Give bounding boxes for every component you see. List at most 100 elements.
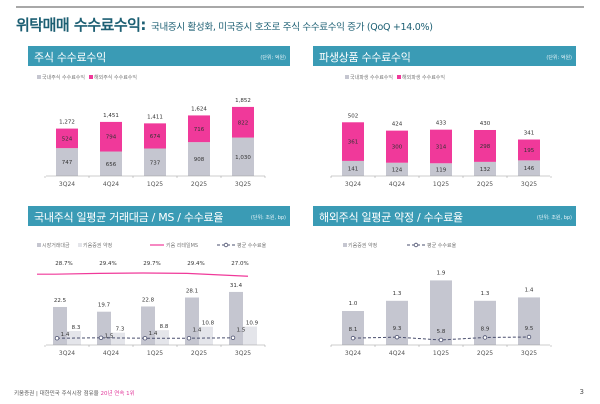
total-label: 341 xyxy=(524,131,535,137)
data-label: 141 xyxy=(348,166,359,172)
fee-label: 1.4 xyxy=(193,328,202,334)
bar-3Q24-overseas xyxy=(342,122,364,161)
fee-label: 1.5 xyxy=(105,334,114,340)
legend-label: 평균 수수료율 xyxy=(427,242,457,249)
data-label: 1.0 xyxy=(349,301,358,307)
bar-4Q24-kiwoom xyxy=(111,332,125,345)
data-label: 656 xyxy=(106,162,117,168)
data-label: 28.1 xyxy=(186,289,198,295)
data-label: 19.7 xyxy=(98,303,111,309)
legend-swatch xyxy=(37,75,41,79)
legend-marker xyxy=(223,242,229,248)
bar-1Q25-market xyxy=(141,306,155,345)
top-divider xyxy=(16,6,584,8)
legend-swatch xyxy=(37,243,41,247)
fee-point-4Q24 xyxy=(98,335,104,340)
title-main: 위탁매매 수수료수익: xyxy=(16,16,146,34)
data-label: 22.8 xyxy=(142,297,155,303)
bar-4Q24-overseas xyxy=(100,121,122,152)
fee-label: 1.5 xyxy=(237,328,246,334)
panel-unit: (단위: 억원) xyxy=(260,55,286,61)
data-label: 524 xyxy=(62,136,73,142)
data-label: 7.3 xyxy=(116,327,125,333)
data-label: 1,030 xyxy=(235,155,251,161)
x-tick-label: 3Q24 xyxy=(345,350,361,357)
x-tick-label: 3Q25 xyxy=(235,350,251,357)
legend-label: 키움증권 약정 xyxy=(348,242,377,249)
bar-1Q25-overseas xyxy=(144,123,166,149)
bar-3Q25-overseas xyxy=(232,106,254,138)
fee-label: 1.4 xyxy=(149,331,158,337)
bar-3Q24-domestic xyxy=(56,148,78,176)
legend-swatch xyxy=(78,243,82,247)
bar-4Q24-domestic xyxy=(100,151,122,176)
x-tick-label: 1Q25 xyxy=(147,181,163,188)
data-label: 119 xyxy=(436,168,447,174)
fee-label: 8.1 xyxy=(349,327,358,333)
data-label: 31.4 xyxy=(230,283,243,289)
bar-2Q25-domestic xyxy=(474,161,496,176)
fee-point-3Q25 xyxy=(230,335,236,340)
fee-label: 9.5 xyxy=(525,326,534,332)
x-tick-label: 2Q25 xyxy=(191,350,207,357)
legend-swatch xyxy=(343,243,347,247)
total-label: 1,624 xyxy=(191,106,207,112)
legend-swatch xyxy=(345,75,349,79)
total-label: 1,411 xyxy=(147,114,163,120)
panel-header-derivatives-fee: 파생상품 수수료수익 (단위: 억원) xyxy=(313,46,576,66)
total-label: 1,272 xyxy=(59,120,75,126)
bar-3Q24-overseas xyxy=(56,128,78,149)
panel-title: 주식 수수료수익 xyxy=(34,51,106,64)
x-tick-label: 4Q24 xyxy=(389,181,405,188)
bar-4Q24-kiwoom xyxy=(386,300,408,345)
bar-3Q25-overseas xyxy=(518,139,540,161)
data-label: 8.3 xyxy=(72,325,81,331)
bar-1Q25-kiwoom xyxy=(155,330,169,345)
fee-point-2Q25 xyxy=(482,335,488,340)
ms-label: 27.0% xyxy=(231,261,248,267)
legend-label: 키움증권 약정 xyxy=(83,242,112,249)
data-label: 10.9 xyxy=(246,321,259,327)
x-tick-label: 3Q24 xyxy=(59,350,75,357)
data-label: 361 xyxy=(348,140,359,146)
data-label: 822 xyxy=(238,120,249,126)
ms-label: 29.7% xyxy=(143,261,160,267)
bar-3Q24-domestic xyxy=(342,160,364,176)
x-tick-label: 3Q25 xyxy=(521,350,537,357)
data-label: 195 xyxy=(524,148,535,154)
panel-title: 국내주식 일평균 거래대금 / MS / 수수료율 xyxy=(34,211,224,224)
legend-label: 평균 수수료율 xyxy=(237,242,267,249)
data-label: 124 xyxy=(392,167,403,173)
data-label: 674 xyxy=(150,134,161,140)
fee-label: 8.9 xyxy=(481,326,490,332)
total-label: 430 xyxy=(480,121,491,127)
legend-swatch xyxy=(397,75,401,79)
x-tick-label: 3Q24 xyxy=(59,181,75,188)
data-label: 146 xyxy=(524,166,535,172)
legend-label: 해외주식 수수료수익 xyxy=(94,74,137,81)
panel-title: 해외주식 일평균 약정 / 수수료율 xyxy=(319,211,463,224)
data-label: 132 xyxy=(480,167,491,173)
fee-point-3Q24 xyxy=(350,335,356,341)
fee-point-3Q25 xyxy=(526,334,532,340)
x-tick-label: 1Q25 xyxy=(433,350,449,357)
fee-point-3Q24 xyxy=(54,336,60,341)
panel-unit: (단위: 조원, bp) xyxy=(250,215,286,221)
bar-3Q25-domestic xyxy=(518,160,540,176)
total-label: 1,852 xyxy=(235,98,251,104)
data-label: 747 xyxy=(62,160,73,166)
panel-title: 파생상품 수수료수익 xyxy=(319,51,411,64)
data-label: 794 xyxy=(106,135,117,141)
bar-1Q25-domestic xyxy=(144,148,166,176)
fee-label: 1.4 xyxy=(61,332,70,338)
bar-1Q25-kiwoom xyxy=(430,280,452,345)
bar-2Q25-market xyxy=(185,297,199,345)
bar-4Q24-market xyxy=(97,311,111,345)
ms-label: 28.7% xyxy=(55,261,72,267)
legend-label: 해외파생 수수료수익 xyxy=(402,74,445,81)
x-tick-label: 1Q25 xyxy=(433,181,449,188)
panel-unit: (단위: 억원) xyxy=(546,55,572,61)
legend-label: 시장거래대금 xyxy=(42,242,70,249)
